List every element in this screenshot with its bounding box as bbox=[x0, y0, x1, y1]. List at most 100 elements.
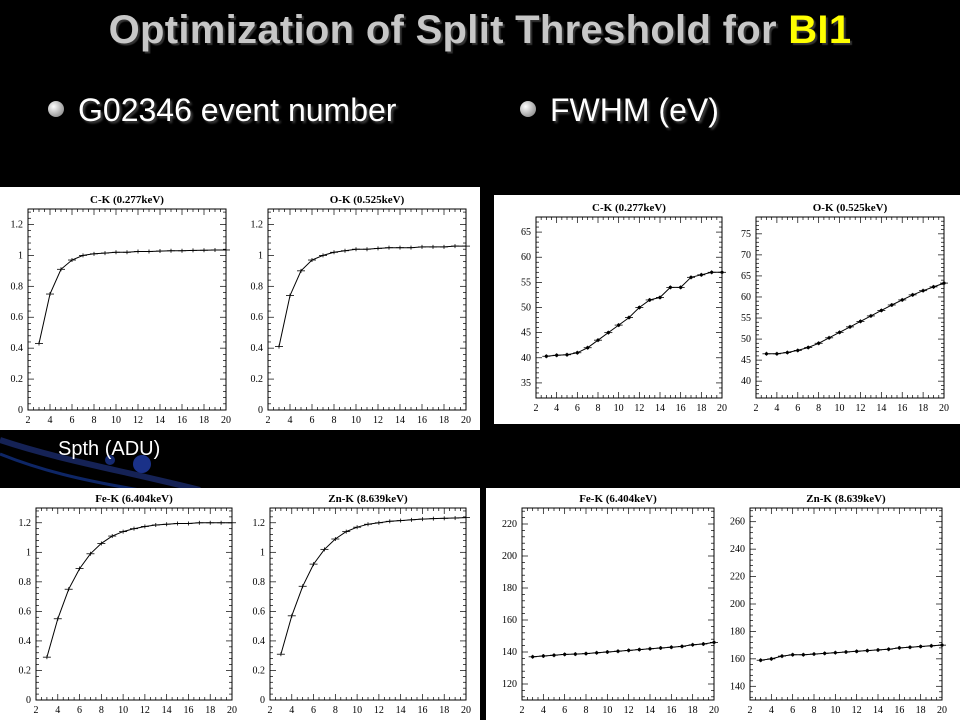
data-point bbox=[571, 652, 580, 657]
data-point bbox=[707, 270, 716, 275]
fwhm-plots-bottom: Fe-K (6.404keV) 2 4 6 8 10 12 14 16 18 20 120 140 160… bbox=[502, 493, 947, 716]
plot-frame bbox=[35, 507, 233, 701]
data-point bbox=[275, 344, 283, 349]
data-point bbox=[374, 246, 382, 251]
x-tick-label: 20 bbox=[717, 403, 727, 414]
y-tick-label: 1 bbox=[18, 250, 23, 261]
x-tick-label: 8 bbox=[333, 705, 338, 716]
data-point bbox=[856, 319, 865, 324]
data-point bbox=[614, 649, 622, 654]
data-point bbox=[916, 644, 925, 649]
x-tick-label: 16 bbox=[897, 403, 907, 414]
y-tick-label: 1 bbox=[258, 250, 263, 261]
y-tick-label: 0.6 bbox=[251, 312, 264, 323]
x-tick-label: 4 bbox=[55, 705, 60, 716]
x-tick-label: 8 bbox=[584, 705, 589, 716]
x-tick-label: 2 bbox=[534, 403, 539, 414]
x-tick-label: 8 bbox=[92, 415, 97, 426]
data-point bbox=[57, 267, 65, 272]
x-tick-label: 2 bbox=[26, 415, 31, 426]
data-point bbox=[852, 649, 861, 654]
data-point bbox=[206, 520, 215, 525]
x-tick-label: 20 bbox=[937, 705, 947, 716]
x-tick-label: 14 bbox=[396, 705, 406, 716]
data-point bbox=[614, 323, 623, 328]
x-tick-label: 8 bbox=[816, 403, 821, 414]
data-point bbox=[385, 245, 393, 250]
series-line bbox=[546, 271, 722, 357]
data-point bbox=[678, 644, 686, 649]
data-point bbox=[820, 651, 829, 656]
x-tick-label: 12 bbox=[140, 705, 150, 716]
data-point bbox=[211, 247, 219, 252]
x-tick-label: 8 bbox=[596, 403, 601, 414]
bullet-dot-icon bbox=[48, 100, 64, 117]
data-point bbox=[676, 285, 685, 290]
data-point bbox=[542, 354, 551, 359]
data-point bbox=[927, 643, 936, 648]
data-point bbox=[877, 308, 886, 313]
data-point bbox=[863, 648, 872, 653]
x-tick-label: 2 bbox=[520, 705, 525, 716]
series-line bbox=[280, 517, 467, 655]
data-point bbox=[887, 302, 896, 307]
y-tick-label: 45 bbox=[741, 355, 751, 366]
data-point bbox=[374, 520, 383, 525]
y-tick-label: 50 bbox=[521, 303, 531, 314]
data-point bbox=[539, 654, 548, 658]
series-line bbox=[278, 245, 466, 347]
data-point bbox=[756, 658, 765, 663]
x-tick-label: 12 bbox=[855, 403, 865, 414]
data-point bbox=[140, 524, 149, 529]
x-tick-label: 6 bbox=[562, 705, 567, 716]
x-tick-label: 18 bbox=[439, 705, 449, 716]
series-line bbox=[532, 641, 715, 658]
plot-frame bbox=[27, 208, 227, 411]
y-tick-label: 1.2 bbox=[19, 518, 32, 529]
event-number-plots-bottom: Fe-K (6.404keV)2 4 6 8 10 12 14 16 18 2000.20.40.… bbox=[19, 493, 472, 716]
data-point bbox=[898, 297, 907, 302]
data-point bbox=[330, 250, 338, 255]
x-tick-label: 14 bbox=[655, 403, 665, 414]
x-tick-label: 18 bbox=[696, 403, 706, 414]
series-line bbox=[46, 522, 232, 658]
y-tick-label: 0.2 bbox=[11, 374, 24, 385]
x-tick-label: 10 bbox=[602, 705, 612, 716]
x-tick-label: 2 bbox=[34, 705, 39, 716]
data-point bbox=[624, 648, 633, 653]
y-tick-label: 40 bbox=[741, 376, 751, 387]
chart-ev-ck: C-K (0.277keV) 2 4 6 8 10 12 14 16 18 20 0 0.2 0.4 0.6… bbox=[11, 194, 232, 426]
x-tick-label: 16 bbox=[894, 705, 904, 716]
x-tick-label: 10 bbox=[352, 705, 362, 716]
data-point bbox=[79, 253, 87, 258]
data-point bbox=[276, 652, 285, 657]
data-point bbox=[101, 251, 109, 256]
data-point bbox=[440, 516, 449, 521]
data-point bbox=[217, 520, 226, 525]
y-tick-label: 0.8 bbox=[251, 281, 264, 292]
x-tick-label: 6 bbox=[575, 403, 580, 414]
plot-frame bbox=[521, 507, 715, 701]
data-point bbox=[396, 245, 404, 250]
fwhm-panel-bottom: Fe-K (6.404keV) 2 4 6 8 10 12 14 16 18 20 120 140 160… bbox=[486, 488, 960, 720]
y-tick-label: 0 bbox=[26, 695, 31, 706]
data-point bbox=[119, 529, 128, 534]
data-point bbox=[604, 330, 613, 335]
y-tick-label: 50 bbox=[741, 334, 751, 345]
y-tick-label: 55 bbox=[741, 313, 751, 324]
data-point bbox=[353, 525, 362, 530]
data-point bbox=[699, 642, 708, 646]
y-tick-label: 40 bbox=[521, 353, 531, 364]
x-tick-label: 10 bbox=[614, 403, 624, 414]
data-point bbox=[319, 253, 327, 258]
plot-title: O-K (0.525keV) bbox=[330, 194, 405, 206]
data-point bbox=[53, 616, 62, 621]
x-tick-label: 16 bbox=[666, 705, 676, 716]
data-point bbox=[908, 292, 917, 297]
y-tick-label: 1 bbox=[260, 547, 265, 558]
plot-title: Zn-K (8.639keV) bbox=[328, 493, 408, 505]
data-point bbox=[929, 284, 938, 289]
x-tick-label: 10 bbox=[830, 705, 840, 716]
data-point bbox=[407, 245, 415, 250]
data-point bbox=[173, 521, 182, 526]
